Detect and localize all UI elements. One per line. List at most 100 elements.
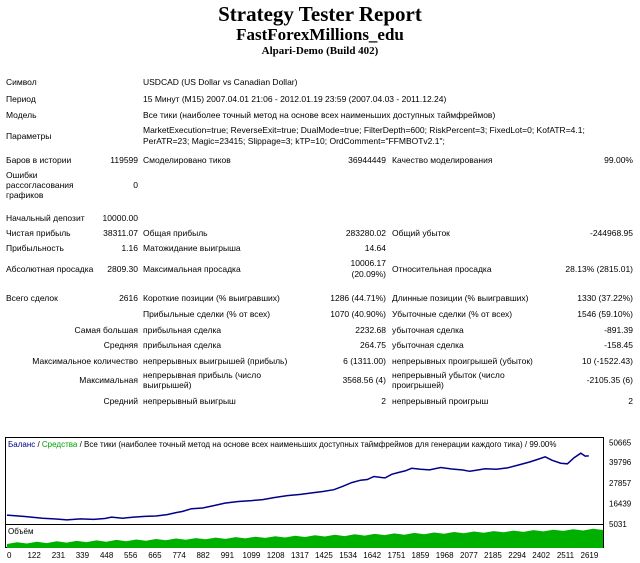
abs-dd-label: Абсолютная просадка	[6, 264, 94, 274]
x-tick-label: 0	[7, 551, 12, 560]
balance-chart-svg: Баланс / Средства / Все тики (наиболее т…	[5, 437, 632, 560]
avg-wins-value: 2	[381, 396, 386, 406]
avg-losses-value: 2	[628, 396, 633, 406]
largest-loss-label: убыточная сделка	[392, 325, 464, 335]
x-tick-label: 2185	[484, 551, 502, 560]
x-tick-label: 122	[27, 551, 41, 560]
bars-value: 119599	[110, 155, 138, 165]
x-tick-label: 1859	[412, 551, 430, 560]
cons-loss-value: -2105.35 (6)	[586, 375, 633, 385]
abs-dd-value: 2809.30	[107, 264, 138, 274]
errors-label: Ошибки рассогласования графиков	[6, 170, 74, 200]
avg-wins-label: непрерывный выигрыш	[143, 396, 236, 406]
cons-losses-label: непрерывных проигрышей (убыток)	[392, 356, 533, 366]
x-tick-label: 339	[76, 551, 90, 560]
x-tick-label: 991	[221, 551, 235, 560]
period-value: 15 Минут (M15) 2007.04.01 21:06 - 2012.0…	[143, 94, 447, 104]
x-tick-label: 1317	[291, 551, 309, 560]
largest-profit-value: 2232.68	[355, 325, 386, 335]
x-tick-label: 1425	[315, 551, 333, 560]
deposit-value: 10000.00	[102, 213, 138, 223]
x-tick-label: 1208	[267, 551, 285, 560]
expected-label: Матожидание выигрыша	[143, 243, 241, 253]
chart-legend: Баланс / Средства / Все тики (наиболее т…	[8, 440, 556, 449]
x-tick-label: 556	[124, 551, 138, 560]
quality-label: Качество моделирования	[392, 155, 493, 165]
quality-value: 99.00%	[604, 155, 633, 165]
server-build: Alpari-Demo (Build 402)	[261, 45, 379, 57]
volume-area	[7, 528, 603, 548]
y-tick-label: 5031	[609, 520, 627, 529]
y-tick-label: 39796	[609, 458, 632, 467]
cons-wins-value: 6 (1311.00)	[343, 356, 386, 366]
balance-line	[6, 452, 589, 521]
avg-losses-label: непрерывный проигрыш	[392, 396, 489, 406]
avg-profit-value: 264.75	[360, 340, 386, 350]
x-tick-label: 2619	[581, 551, 599, 560]
ticks-label: Смоделировано тиков	[143, 155, 231, 165]
short-value: 1286 (44.71%)	[330, 293, 386, 303]
x-tick-label: 448	[100, 551, 114, 560]
legend-balance: Баланс	[8, 440, 35, 449]
gross-profit-value: 283280.02	[345, 228, 386, 238]
x-tick-label: 2077	[460, 551, 478, 560]
net-value: 38311.07	[103, 228, 138, 238]
report-table: Символ USDCAD (US Dollar vs Canadian Dol…	[0, 74, 640, 474]
expected-value: 14.64	[364, 243, 386, 253]
gross-profit-label: Общая прибыль	[143, 228, 208, 238]
x-tick-label: 1534	[339, 551, 357, 560]
avg-label: Средняя	[103, 340, 138, 350]
avg-loss-label: убыточная сделка	[392, 340, 464, 350]
profit-trades-label: Прибыльные сделки (% от всех)	[143, 309, 271, 319]
deposit-label: Начальный депозит	[6, 213, 85, 223]
total-label: Всего сделок	[6, 293, 58, 303]
x-tick-label: 1968	[436, 551, 454, 560]
ticks-value: 36944449	[348, 155, 386, 165]
chart-frame	[5, 437, 604, 548]
pf-value: 1.16	[121, 243, 138, 253]
x-tick-label: 1099	[243, 551, 261, 560]
cons-profit-label: непрерывная прибыль (число выигрышей)	[143, 370, 262, 390]
bars-label: Баров в истории	[6, 155, 72, 165]
model-label: Модель	[6, 110, 37, 120]
legend-equity: Средства	[42, 440, 78, 449]
symbol-value: USDCAD (US Dollar vs Canadian Dollar)	[143, 77, 298, 87]
largest-profit-label: прибыльная сделка	[143, 325, 222, 335]
errors-value: 0	[133, 180, 138, 190]
rel-dd-value: 28.13% (2815.01)	[565, 264, 633, 274]
volume-label: Объём	[8, 527, 34, 536]
profit-trades-value: 1070 (40.90%)	[330, 309, 386, 319]
max-label: Максимальная	[79, 375, 138, 385]
x-tick-label: 1642	[363, 551, 381, 560]
total-value: 2616	[119, 293, 138, 303]
loss-trades-value: 1546 (59.10%)	[577, 309, 633, 319]
params-line2: PerATR=23; Magic=23415; Slippage=3; kTP=…	[143, 136, 445, 146]
cons-profit-value: 3568.56 (4)	[342, 375, 386, 385]
params-label: Параметры	[6, 131, 52, 141]
cons-losses-value: 10 (-1522.43)	[581, 356, 633, 366]
model-value: Все тики (наиболее точный метод на основ…	[143, 110, 496, 120]
gross-loss-value: -244968.95	[589, 228, 633, 238]
expert-name: FastForexMillions_edu	[236, 25, 404, 44]
pf-label: Прибыльность	[6, 243, 64, 253]
legend-model: / Все тики (наиболее точный метод на осн…	[77, 440, 556, 449]
period-label: Период	[6, 94, 36, 104]
max-dd-label: Максимальная просадка	[143, 264, 241, 274]
params-line1: MarketExecution=true; ReverseExit=true; …	[143, 125, 585, 135]
y-tick-label: 50665	[609, 438, 632, 447]
long-value: 1330 (37.22%)	[577, 293, 633, 303]
x-tick-label: 1751	[388, 551, 406, 560]
balance-chart: Баланс / Средства / Все тики (наиболее т…	[5, 437, 637, 560]
symbol-label: Символ	[6, 77, 37, 87]
net-label: Чистая прибыль	[6, 228, 71, 238]
max-count-label: Максимальное количество	[32, 356, 138, 366]
long-label: Длинные позиции (% выигравших)	[392, 293, 529, 303]
legend-separator: /	[35, 440, 42, 449]
largest-label: Самая большая	[74, 325, 138, 335]
loss-trades-label: Убыточные сделки (% от всех)	[392, 309, 513, 319]
cons-wins-label: непрерывных выигрышей (прибыль)	[143, 356, 288, 366]
y-tick-label: 27857	[609, 479, 632, 488]
avg-loss-value: -158.45	[604, 340, 633, 350]
x-tick-label: 882	[196, 551, 210, 560]
max-dd-percent: (20.09%)	[351, 269, 387, 279]
